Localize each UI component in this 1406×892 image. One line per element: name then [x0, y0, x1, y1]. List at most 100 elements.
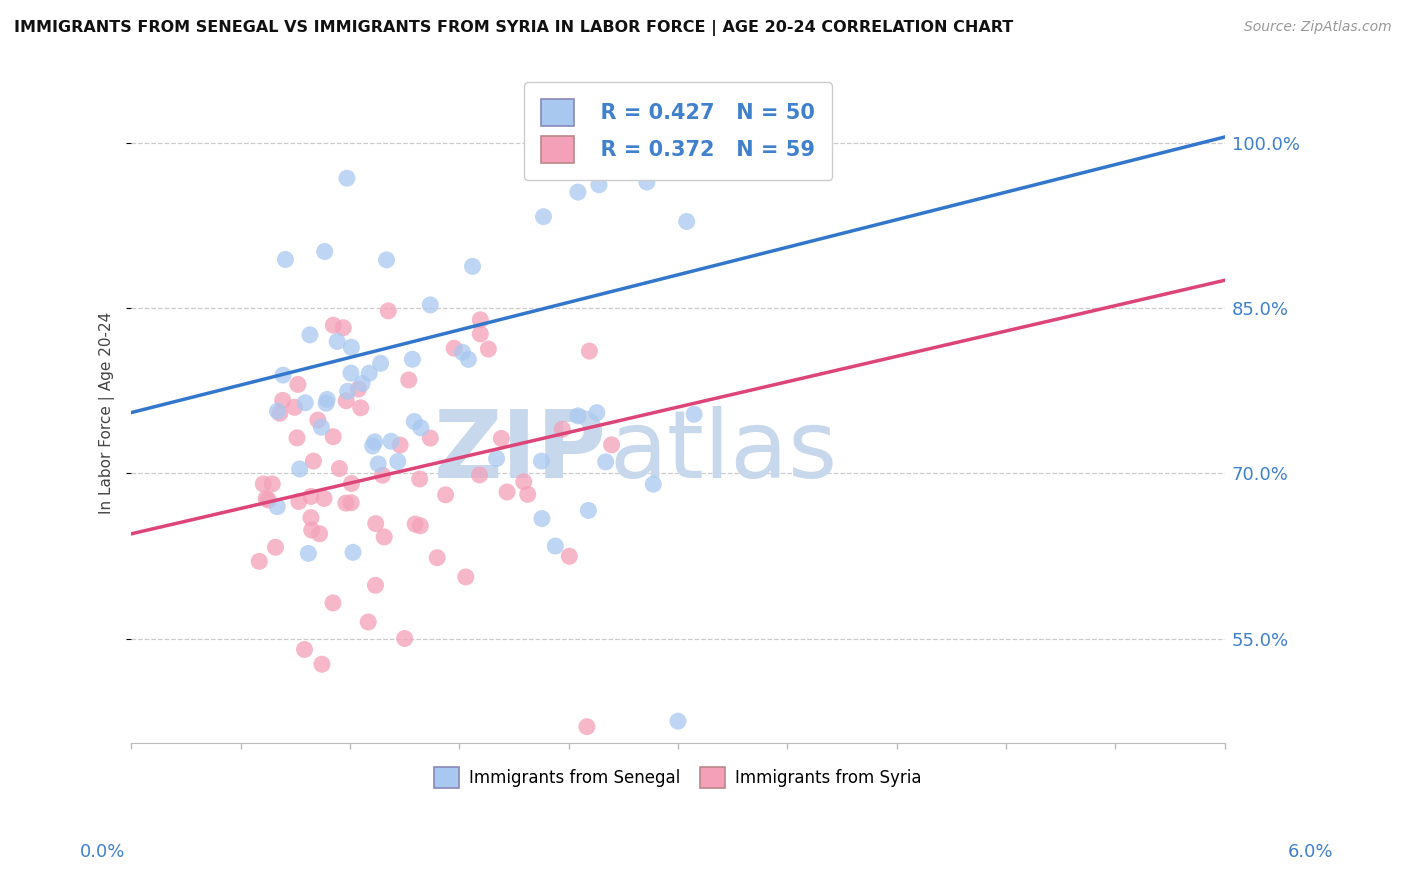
- Point: [288, 462, 311, 476]
- Point: [287, 377, 309, 392]
- Text: IMMIGRANTS FROM SENEGAL VS IMMIGRANTS FROM SYRIA IN LABOR FORCE | AGE 20-24 CORR: IMMIGRANTS FROM SENEGAL VS IMMIGRANTS FR…: [14, 20, 1014, 36]
- Point: [332, 320, 354, 334]
- Point: [398, 373, 420, 387]
- Point: [301, 523, 323, 537]
- Point: [335, 496, 357, 510]
- Point: [600, 438, 623, 452]
- Point: [294, 396, 316, 410]
- Point: [328, 461, 350, 475]
- Point: [347, 382, 370, 396]
- Point: [530, 511, 553, 525]
- Point: [340, 366, 363, 380]
- Point: [311, 657, 333, 672]
- Point: [426, 550, 449, 565]
- Point: [496, 485, 519, 500]
- Point: [551, 422, 574, 436]
- Point: [370, 356, 392, 370]
- Text: ZIP: ZIP: [434, 406, 607, 499]
- Point: [404, 517, 426, 532]
- Point: [283, 401, 305, 415]
- Point: [404, 415, 426, 429]
- Point: [266, 404, 288, 418]
- Point: [373, 530, 395, 544]
- Point: [363, 434, 385, 449]
- Point: [409, 421, 432, 435]
- Point: [470, 313, 492, 327]
- Point: [491, 432, 513, 446]
- Point: [434, 488, 457, 502]
- Point: [461, 260, 484, 274]
- Point: [574, 148, 596, 162]
- Point: [262, 476, 284, 491]
- Point: [247, 554, 270, 568]
- Point: [643, 477, 665, 491]
- Point: [443, 341, 465, 355]
- Legend: Immigrants from Senegal, Immigrants from Syria: Immigrants from Senegal, Immigrants from…: [427, 761, 928, 795]
- Point: [578, 344, 600, 359]
- Point: [567, 409, 589, 423]
- Point: [371, 468, 394, 483]
- Point: [380, 434, 402, 449]
- Point: [302, 454, 325, 468]
- Point: [530, 454, 553, 468]
- Point: [299, 510, 322, 524]
- Point: [419, 298, 441, 312]
- Point: [586, 406, 609, 420]
- Point: [322, 318, 344, 333]
- Point: [340, 340, 363, 354]
- Point: [316, 392, 339, 407]
- Point: [451, 345, 474, 359]
- Text: 0.0%: 0.0%: [80, 843, 125, 861]
- Point: [683, 407, 706, 421]
- Point: [271, 368, 294, 383]
- Point: [294, 642, 316, 657]
- Point: [401, 352, 423, 367]
- Point: [454, 570, 477, 584]
- Point: [544, 539, 567, 553]
- Point: [288, 494, 311, 508]
- Point: [271, 393, 294, 408]
- Point: [254, 491, 277, 506]
- Point: [595, 455, 617, 469]
- Point: [322, 430, 344, 444]
- Point: [299, 490, 322, 504]
- Point: [419, 431, 441, 445]
- Point: [311, 420, 333, 434]
- Point: [314, 244, 336, 259]
- Point: [367, 457, 389, 471]
- Point: [359, 366, 381, 380]
- Point: [266, 500, 288, 514]
- Point: [361, 439, 384, 453]
- Point: [340, 476, 363, 491]
- Text: 6.0%: 6.0%: [1288, 843, 1333, 861]
- Point: [409, 518, 432, 533]
- Point: [322, 596, 344, 610]
- Point: [252, 477, 274, 491]
- Point: [558, 549, 581, 564]
- Point: [364, 578, 387, 592]
- Point: [297, 546, 319, 560]
- Point: [312, 491, 335, 506]
- Point: [336, 171, 359, 186]
- Point: [457, 352, 479, 367]
- Point: [513, 475, 536, 489]
- Point: [336, 384, 359, 399]
- Point: [516, 487, 538, 501]
- Point: [315, 396, 337, 410]
- Point: [675, 214, 697, 228]
- Point: [533, 210, 555, 224]
- Point: [274, 252, 297, 267]
- Point: [350, 376, 373, 391]
- Point: [485, 451, 508, 466]
- Text: Source: ZipAtlas.com: Source: ZipAtlas.com: [1244, 20, 1392, 34]
- Point: [375, 252, 398, 267]
- Point: [326, 334, 349, 349]
- Point: [387, 454, 409, 468]
- Point: [575, 720, 598, 734]
- Text: atlas: atlas: [609, 406, 838, 499]
- Point: [308, 526, 330, 541]
- Point: [285, 431, 308, 445]
- Y-axis label: In Labor Force | Age 20-24: In Labor Force | Age 20-24: [100, 311, 115, 514]
- Point: [257, 493, 280, 508]
- Point: [298, 327, 321, 342]
